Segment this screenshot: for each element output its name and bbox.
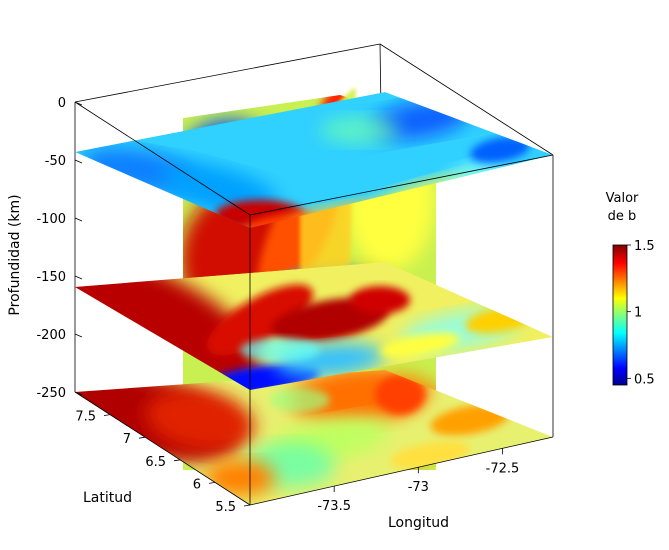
lon-tick-label: -73 [408, 480, 429, 495]
lat-tick-mark [243, 504, 251, 507]
lat-tick-mark [173, 459, 181, 462]
heat-region [320, 116, 400, 144]
front-edge-4 [74, 391, 251, 506]
lat-tick-label: 5.5 [215, 500, 236, 515]
lat-tick-label: 7.5 [75, 410, 96, 425]
depth-tick-mark [74, 333, 83, 338]
depth-tick-mark [74, 159, 83, 164]
lat-tick-label: 6 [193, 477, 201, 492]
depth-axis-label: Profundidad (km) [7, 194, 23, 315]
lon-axis-label: Longitud [388, 515, 449, 531]
depth-tick-mark [74, 391, 83, 396]
heat-region [145, 388, 255, 452]
depth-tick-label: -150 [36, 270, 66, 285]
heat-region [375, 375, 425, 415]
heat-region [350, 286, 410, 314]
colorbar-tick-label: 0.5 [634, 372, 655, 387]
slice-depth-250 [75, 370, 553, 505]
axes-front-frame [74, 101, 554, 506]
lat-tick-mark [103, 414, 111, 416]
lat-tick-mark [138, 436, 146, 439]
back-edge-0 [74, 43, 381, 103]
heat-region [75, 262, 261, 387]
colorbar: Valor de b 1.5 1 0.5 [606, 191, 655, 387]
heat-region [206, 284, 314, 356]
lat-axis-label: Latitud [83, 490, 132, 506]
heat-region [470, 137, 530, 163]
heat-region [380, 332, 460, 358]
lon-axis: -73.5 -73 -72.5 [317, 448, 519, 514]
front-edge-0 [74, 101, 251, 216]
lat-axis: 7.5 7 6.5 6 5.5 [75, 410, 251, 515]
colorbar-title-line1: Valor [606, 191, 639, 206]
lon-tick-label: -72.5 [486, 461, 520, 476]
heat-region [430, 404, 510, 436]
colorbar-tick-label: 1 [634, 306, 642, 321]
colorbar-title-line2: de b [608, 209, 637, 224]
depth-tick-label: 0 [58, 96, 66, 111]
depth-tick-label: -50 [45, 154, 66, 169]
lat-tick-label: 6.5 [145, 455, 166, 470]
heat-region [270, 388, 330, 412]
depth-tick-mark [74, 275, 83, 280]
heat-region [240, 338, 320, 362]
lat-tick-mark [208, 482, 216, 484]
heat-region [205, 460, 275, 496]
colorbar-ticks: 1.5 1 0.5 [627, 239, 655, 387]
depth-tick-mark [74, 101, 83, 106]
depth-tick-mark [74, 217, 83, 222]
lat-tick-label: 7 [123, 432, 131, 447]
front-edge-1 [249, 154, 554, 216]
depth-tick-label: -200 [36, 328, 66, 343]
depth-tick-label: -250 [36, 386, 66, 401]
colorbar-tick-label: 1.5 [634, 239, 655, 254]
depth-tick-label: -100 [36, 212, 66, 227]
slice-depth-155 [75, 262, 553, 390]
depth-axis: 0 -50 -100 -150 -200 -250 [36, 96, 83, 401]
back-edge-1 [379, 43, 554, 156]
lon-tick-label: -73.5 [317, 499, 351, 514]
colorbar-gradient [612, 244, 628, 386]
